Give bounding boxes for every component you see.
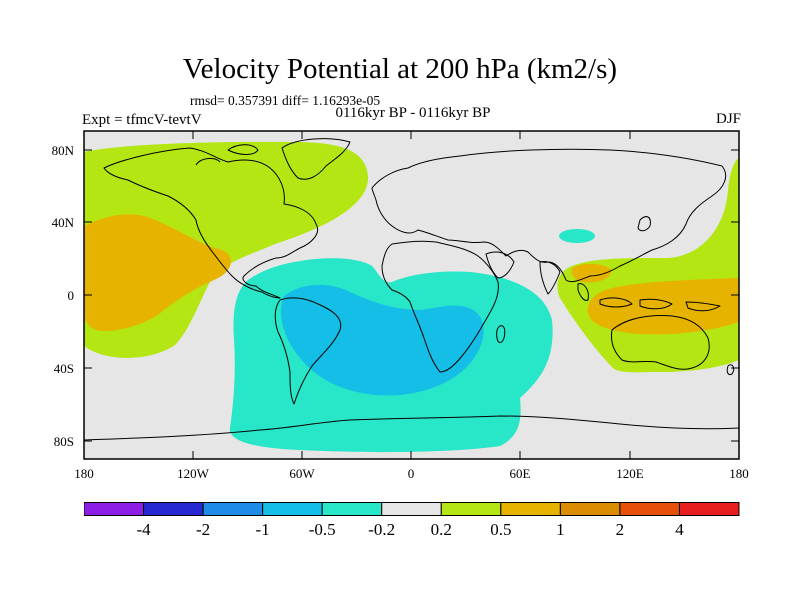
lon-label-120w: 120W <box>177 466 209 481</box>
colorbar-label-0: -4 <box>136 520 151 539</box>
colorbar-label-8: 2 <box>615 520 625 539</box>
colorbar-swatch-10 <box>678 502 740 516</box>
colorbar-label-9: 4 <box>675 520 684 539</box>
colorbar-label-7: 1 <box>556 520 565 539</box>
positive-medium-east-b <box>571 263 612 283</box>
colorbar-swatch-9 <box>619 502 680 516</box>
colorbar-swatch-3 <box>262 502 323 516</box>
lon-label-180w: 180 <box>74 466 94 481</box>
colorbar-swatch-8 <box>559 502 621 516</box>
colorbar <box>84 502 740 516</box>
lon-label-60e: 60E <box>509 466 531 481</box>
lon-label-0: 0 <box>407 466 415 481</box>
lat-label-40s: 40S <box>53 361 74 376</box>
negative-medium-region <box>281 284 484 396</box>
colorbar-swatch-0 <box>84 502 145 516</box>
colorbar-label-2: -1 <box>255 520 270 539</box>
colorbar-label-1: -2 <box>195 520 211 539</box>
map-subtitle: 0116kyr BP - 0116kyr BP <box>335 105 491 121</box>
colorbar-swatch-5 <box>381 502 442 516</box>
positive-patch-asia <box>559 229 595 243</box>
lon-label-180e: 180 <box>729 466 749 481</box>
season-label: DJF <box>715 111 741 127</box>
colorbar-label-3: -0.5 <box>308 520 336 539</box>
colorbar-label-6: 0.5 <box>490 520 512 539</box>
colorbar-swatch-6 <box>440 502 502 516</box>
colorbar-label-4: -0.2 <box>368 520 396 539</box>
lat-label-40n: 40N <box>51 215 74 230</box>
coastlines <box>84 138 739 441</box>
lat-label-80s: 80S <box>53 434 74 449</box>
colorbar-swatch-4 <box>321 502 383 516</box>
colorbar-label-5: 0.2 <box>430 520 452 539</box>
experiment-label: Expt = tfmcV-tevtV <box>82 112 202 128</box>
positive-medium-west <box>84 214 232 332</box>
positive-medium-east <box>587 278 739 335</box>
map-title: Velocity Potential at 200 hPa (km2/s) <box>182 53 618 85</box>
colorbar-swatch-1 <box>143 502 204 516</box>
colorbar-swatch-2 <box>202 502 264 516</box>
lat-label-0: 0 <box>67 288 75 303</box>
stats-line: rmsd= 0.357391 diff= 1.16293e-05 <box>190 93 381 108</box>
lon-label-60w: 60W <box>289 466 315 481</box>
lat-label-80n: 80N <box>51 143 74 158</box>
axis-ticks <box>84 131 739 459</box>
colorbar-swatch-7 <box>500 502 561 516</box>
lon-label-120e: 120E <box>616 466 644 481</box>
